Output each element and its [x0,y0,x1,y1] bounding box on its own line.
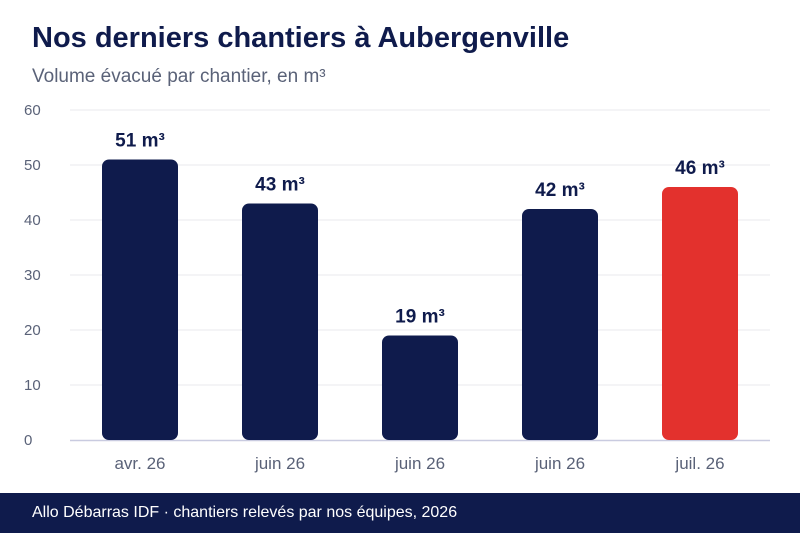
y-tick-label: 60 [24,102,41,119]
bar-value-label: 19 m³ [395,307,445,328]
x-tick-label: avr. 26 [114,454,165,473]
bar [102,159,178,440]
x-tick-label: juin 26 [534,454,585,473]
x-tick-label: juin 26 [394,454,445,473]
footer-source: Allo Débarras IDF · chantiers relevés pa… [32,504,458,521]
bar [522,209,598,440]
chart-subtitle: Volume évacué par chantier, en m³ [32,66,326,87]
x-tick-label: juil. 26 [674,454,724,473]
bar-value-label: 43 m³ [255,175,305,196]
x-tick-label: juin 26 [254,454,305,473]
bar-chart: 0 10 20 30 40 50 60 51 m³ avr. 26 43 m³ juin 26 19 … [24,102,770,473]
y-tick-label: 50 [24,157,41,174]
bar [662,187,738,440]
chart-title: Nos derniers chantiers à Aubergenville [32,22,570,54]
footer-bar: Allo Débarras IDF · chantiers relevés pa… [0,493,800,533]
bar [382,335,458,440]
y-tick-label: 20 [24,322,41,339]
y-tick-label: 0 [24,432,32,449]
bar [242,203,318,440]
y-tick-label: 30 [24,267,41,284]
y-tick-label: 40 [24,212,41,229]
y-tick-label: 10 [24,377,41,394]
bar-value-label: 42 m³ [535,180,585,201]
bar-value-label: 51 m³ [115,131,165,152]
bar-value-label: 46 m³ [675,158,725,179]
